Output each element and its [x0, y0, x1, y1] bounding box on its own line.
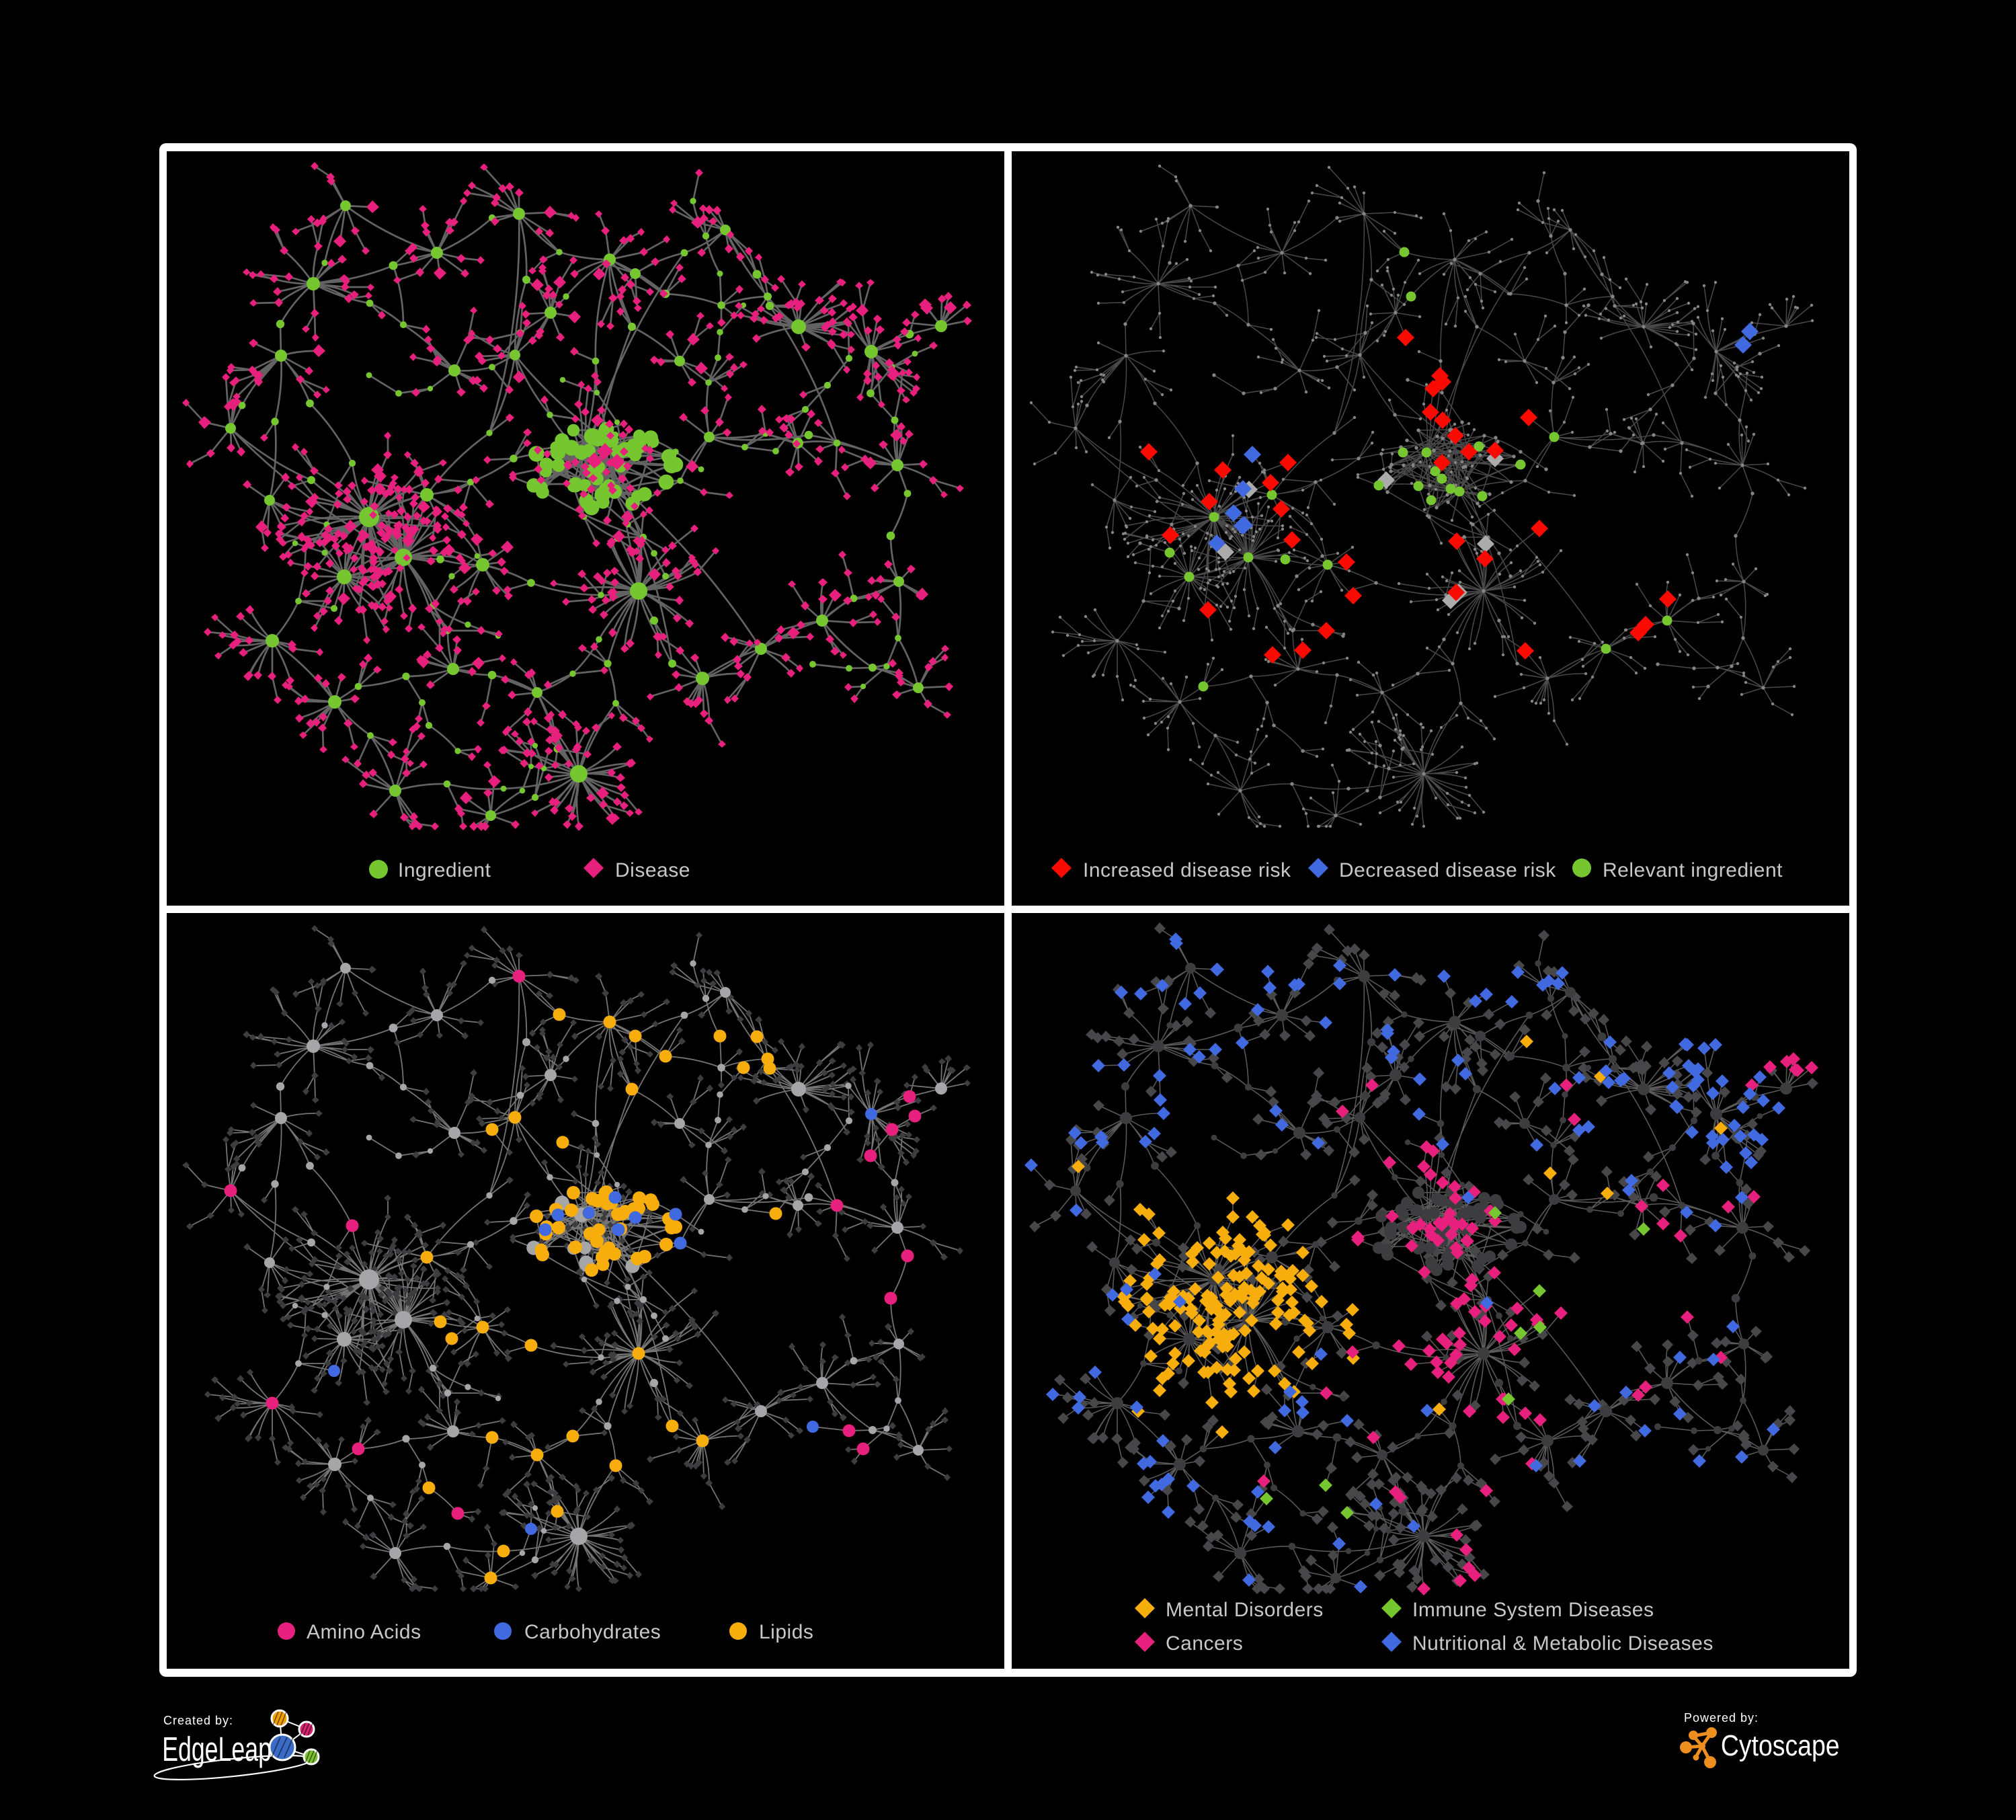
svg-text:Powered by:: Powered by:	[1684, 1711, 1759, 1725]
svg-text:Lipids: Lipids	[759, 1621, 813, 1643]
svg-text:Disease: Disease	[615, 859, 690, 881]
svg-text:Cytoscape: Cytoscape	[1721, 1729, 1840, 1762]
svg-text:Cancers: Cancers	[1166, 1632, 1243, 1655]
svg-text:Nutritional & Metabolic Diseas: Nutritional & Metabolic Diseases	[1412, 1632, 1713, 1655]
svg-text:Amino Acids: Amino Acids	[307, 1621, 421, 1643]
svg-text:Created by:: Created by:	[163, 1714, 233, 1727]
svg-text:Decreased disease risk: Decreased disease risk	[1339, 859, 1556, 881]
svg-text:Increased disease risk: Increased disease risk	[1083, 859, 1291, 881]
svg-text:Immune System Diseases: Immune System Diseases	[1412, 1599, 1654, 1621]
svg-text:Ingredient: Ingredient	[398, 859, 491, 881]
svg-text:Relevant ingredient: Relevant ingredient	[1603, 859, 1783, 881]
svg-text:EdgeLeap: EdgeLeap	[162, 1731, 272, 1769]
svg-text:Carbohydrates: Carbohydrates	[524, 1621, 661, 1643]
svg-text:Mental Disorders: Mental Disorders	[1166, 1599, 1324, 1621]
